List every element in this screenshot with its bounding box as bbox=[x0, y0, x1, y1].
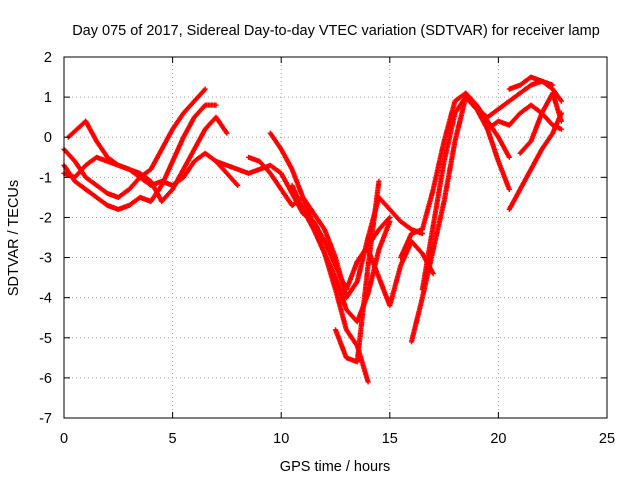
series-markers bbox=[61, 102, 219, 212]
axis-ticks: 0 5 10 15 20 25 -7 -6 -5 -4 -3 -2 -1 0 1 2 bbox=[39, 50, 615, 447]
series-markers bbox=[61, 86, 208, 200]
y-tick-label: -1 bbox=[39, 170, 52, 186]
y-tick-label: 2 bbox=[44, 50, 52, 66]
data-series-15 bbox=[484, 102, 564, 132]
y-tick-label: -6 bbox=[39, 371, 52, 387]
x-axis-label: GPS time / hours bbox=[280, 459, 390, 475]
series-markers bbox=[517, 90, 564, 156]
data-series-1 bbox=[61, 86, 208, 200]
data-series-13 bbox=[419, 78, 556, 293]
data-series-16 bbox=[506, 74, 564, 104]
y-tick-label: -3 bbox=[39, 251, 52, 267]
data-series-12 bbox=[408, 94, 512, 345]
series-markers bbox=[484, 102, 564, 132]
y-tick-label: 1 bbox=[44, 90, 52, 106]
x-tick-label: 10 bbox=[273, 431, 289, 447]
series-markers bbox=[506, 74, 564, 104]
data-series-17 bbox=[517, 90, 564, 156]
y-tick-label: -5 bbox=[39, 331, 52, 347]
y-axis-label: SDTVAR / TECUs bbox=[6, 180, 22, 296]
data-points bbox=[61, 74, 564, 385]
x-tick-label: 5 bbox=[169, 431, 177, 447]
y-tick-label: -7 bbox=[39, 411, 52, 427]
y-tick-label: -4 bbox=[39, 291, 52, 307]
data-series-6 bbox=[267, 130, 371, 385]
x-tick-label: 15 bbox=[382, 431, 398, 447]
x-tick-label: 25 bbox=[599, 431, 615, 447]
y-tick-label: -2 bbox=[39, 210, 52, 226]
y-tick-label: 0 bbox=[44, 130, 52, 146]
data-series-2 bbox=[61, 102, 219, 212]
series-markers bbox=[408, 94, 512, 345]
x-tick-label: 0 bbox=[60, 431, 68, 447]
plot-frame bbox=[63, 56, 608, 419]
series-markers bbox=[419, 78, 556, 293]
x-tick-label: 20 bbox=[490, 431, 506, 447]
series-markers bbox=[267, 130, 371, 385]
chart-title: Day 075 of 2017, Sidereal Day-to-day VTE… bbox=[72, 23, 600, 39]
